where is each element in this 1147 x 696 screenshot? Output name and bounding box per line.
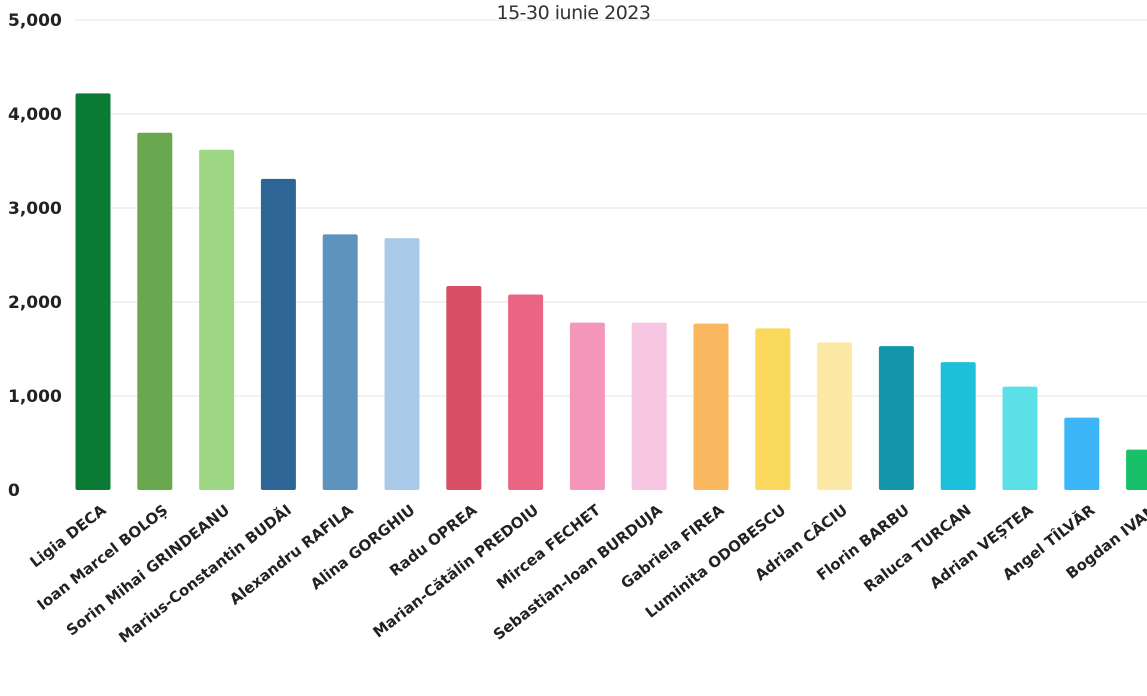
chart-subtitle: 15-30 iunie 2023 (496, 2, 651, 24)
x-tick-label: Adrian VEȘTEA (926, 501, 1036, 593)
bar (1002, 386, 1038, 490)
y-tick-label: 3,000 (8, 199, 62, 219)
bar (1064, 417, 1100, 490)
bar (446, 286, 482, 490)
y-tick-label: 2,000 (8, 293, 62, 313)
bar (693, 323, 729, 490)
bar (508, 294, 544, 490)
bar (940, 362, 976, 490)
bar (1126, 449, 1147, 490)
bar (137, 132, 173, 491)
x-tick-label: Raluca TURCAN (860, 501, 974, 596)
y-tick-label: 1,000 (8, 387, 62, 407)
bar (755, 328, 791, 490)
y-axis-ticks: 0 1,000 2,000 3,000 4,000 5,000 (8, 11, 62, 501)
bar (384, 238, 420, 490)
bar (199, 149, 235, 490)
y-tick-label: 4,000 (8, 105, 62, 125)
gridlines (75, 19, 1147, 397)
bar (878, 346, 914, 490)
bar (75, 93, 111, 490)
bar (260, 178, 296, 491)
x-tick-label: Mircea FECHET (493, 501, 604, 593)
x-tick-label: Alina GORGHIU (307, 501, 418, 593)
bar (631, 322, 667, 490)
bar (817, 342, 853, 490)
x-tick-label: Gabriela FIREA (617, 501, 727, 593)
bar (569, 322, 605, 490)
y-tick-label: 5,000 (8, 11, 62, 31)
bar (322, 234, 358, 490)
y-tick-label: 0 (8, 481, 20, 501)
bars (75, 93, 1147, 491)
